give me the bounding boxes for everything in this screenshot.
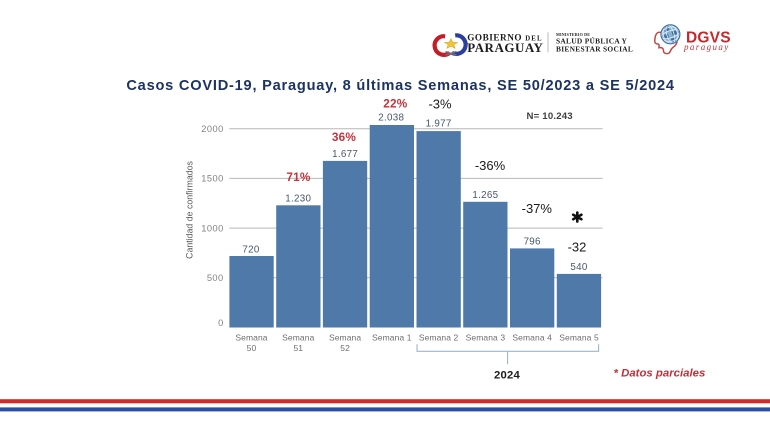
svg-text:Cantidad de confirmados: Cantidad de confirmados: [185, 161, 195, 259]
svg-text:Semana 1: Semana 1: [372, 332, 412, 342]
svg-text:540: 540: [570, 262, 587, 273]
svg-text:DGVS: DGVS: [686, 29, 731, 46]
svg-text:PARAGUAY: PARAGUAY: [467, 40, 543, 55]
svg-text:2024: 2024: [494, 370, 520, 382]
svg-text:51: 51: [293, 343, 303, 353]
svg-text:* Datos parciales: * Datos parciales: [614, 367, 706, 379]
svg-text:-32: -32: [568, 240, 587, 255]
svg-text:-37%: -37%: [522, 201, 553, 216]
svg-text:796: 796: [524, 236, 541, 247]
svg-text:1000: 1000: [201, 223, 223, 233]
svg-text:N= 10.243: N= 10.243: [527, 111, 573, 122]
svg-text:22%: 22%: [383, 96, 408, 110]
svg-text:71%: 71%: [286, 170, 311, 184]
svg-text:1.977: 1.977: [426, 119, 452, 130]
svg-text:Semana 3: Semana 3: [466, 332, 506, 342]
svg-text:Semana: Semana: [329, 332, 361, 342]
svg-text:36%: 36%: [332, 130, 357, 144]
svg-text:Casos COVID-19, Paraguay, 8 úl: Casos COVID-19, Paraguay, 8 últimas Sema…: [126, 78, 675, 94]
svg-text:DEL: DEL: [525, 36, 542, 43]
svg-text:Semana: Semana: [235, 332, 267, 342]
svg-text:MINISTERIO DE: MINISTERIO DE: [556, 32, 590, 37]
svg-text:0: 0: [218, 318, 224, 328]
svg-text:1.265: 1.265: [472, 190, 498, 201]
svg-text:2000: 2000: [201, 124, 223, 134]
svg-text:BIENESTAR SOCIAL: BIENESTAR SOCIAL: [556, 45, 633, 54]
svg-text:Semana 2: Semana 2: [419, 332, 459, 342]
svg-text:720: 720: [242, 244, 259, 255]
svg-text:GOBIERNO: GOBIERNO: [467, 33, 522, 43]
svg-text:2.038: 2.038: [378, 112, 404, 123]
svg-text:Semana 5: Semana 5: [559, 332, 599, 342]
svg-text:50: 50: [247, 343, 257, 353]
svg-text:1500: 1500: [201, 174, 223, 184]
svg-text:SALUD PÚBLICA Y: SALUD PÚBLICA Y: [556, 36, 628, 46]
svg-text:1.677: 1.677: [332, 149, 358, 160]
svg-text:Semana 4: Semana 4: [512, 332, 552, 342]
svg-text:-3%: -3%: [428, 97, 452, 112]
svg-text:Semana: Semana: [282, 332, 314, 342]
svg-text:paraguay: paraguay: [683, 42, 730, 52]
svg-text:500: 500: [207, 273, 224, 283]
svg-text:1.230: 1.230: [285, 193, 311, 204]
svg-text:-36%: -36%: [475, 158, 506, 173]
svg-text:52: 52: [340, 343, 350, 353]
